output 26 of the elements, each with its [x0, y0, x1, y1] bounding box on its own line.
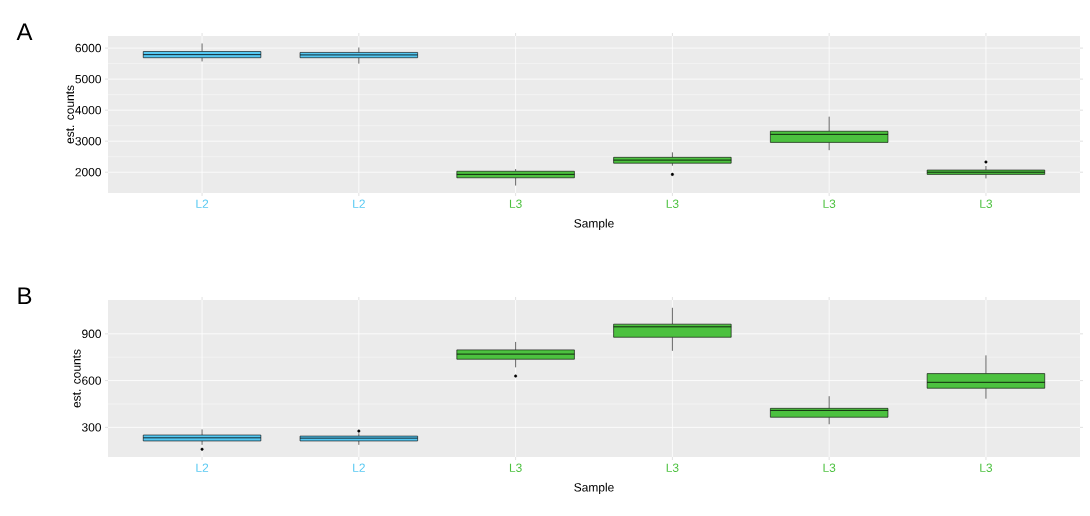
x-tick-label: L3	[980, 463, 993, 472]
y-tick-label: 6000	[75, 43, 102, 53]
x-tick-label: L3	[823, 463, 836, 472]
y-tick-label: 4000	[75, 105, 102, 115]
y-axis-title: est. counts	[66, 85, 75, 144]
y-tick-label: 5000	[75, 74, 102, 84]
x-axis-title: Sample	[574, 482, 614, 494]
x-tick-label: L2	[353, 199, 365, 208]
x-tick-label: L2	[196, 463, 209, 472]
x-tick-label: L3	[509, 199, 522, 208]
x-tick-label: L2	[353, 463, 365, 472]
y-axis-title: est. counts	[72, 349, 81, 408]
chart-title: A	[16, 23, 33, 40]
x-tick-label: L3	[666, 463, 679, 472]
y-tick-label: 900	[82, 329, 102, 339]
x-tick-label: L2	[196, 199, 209, 208]
x-tick-label: L3	[823, 199, 836, 208]
x-tick-label: L3	[509, 463, 522, 472]
y-tick-label: 2000	[75, 167, 102, 177]
y-tick-label: 3000	[75, 136, 102, 146]
x-axis-title: Sample	[574, 218, 614, 230]
x-tick-label: L3	[666, 199, 679, 208]
x-tick-label: L3	[980, 199, 993, 208]
y-tick-label: 600	[82, 376, 102, 385]
y-tick-label: 300	[81, 423, 102, 432]
chart-title: B	[18, 287, 32, 304]
